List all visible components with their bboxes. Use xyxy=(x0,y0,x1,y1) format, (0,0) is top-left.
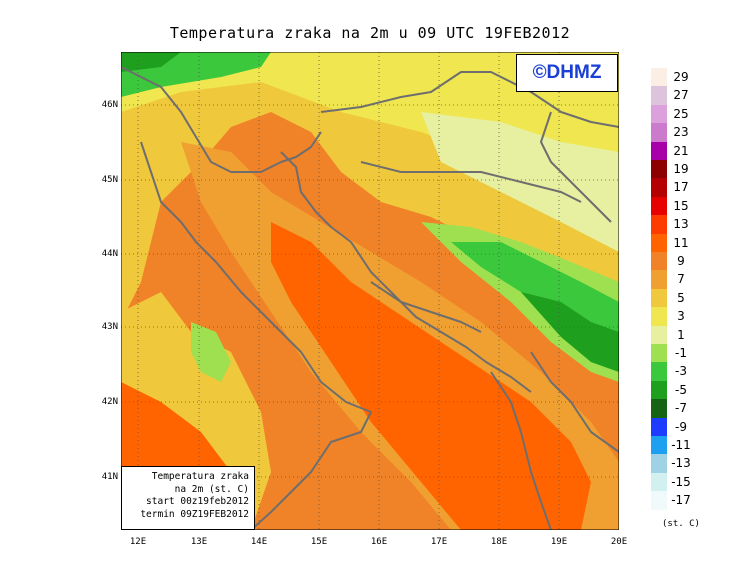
colorbar-swatch xyxy=(651,160,667,179)
colorbar-label: -5 xyxy=(675,382,687,397)
colorbar-label: 5 xyxy=(677,290,685,305)
colorbar-label: 7 xyxy=(677,272,685,287)
colorbar-label: 19 xyxy=(673,162,689,176)
apennine-pale xyxy=(191,322,231,382)
colorbar-swatch xyxy=(651,178,667,198)
colorbar-swatch xyxy=(651,344,667,363)
colorbar-swatch xyxy=(651,104,667,124)
colorbar-swatch xyxy=(651,141,667,161)
colorbar-unit: (st. C) xyxy=(662,519,700,529)
lat-label: 45N xyxy=(101,175,118,185)
land-light-yellow-zone xyxy=(121,52,619,222)
info-line-1: Temperatura zraka xyxy=(151,471,249,482)
colorbar-label: -15 xyxy=(671,474,691,489)
border-line-6 xyxy=(490,371,552,530)
lat-label: 42N xyxy=(101,397,118,407)
info-box: Temperatura zraka na 2m (st. C) start 00… xyxy=(121,466,255,530)
colorbar-swatch xyxy=(651,123,667,143)
colorbar-swatch xyxy=(651,215,667,235)
border-line-2 xyxy=(360,161,582,203)
colorbar-label: 15 xyxy=(673,198,689,213)
italy-coastline xyxy=(121,66,322,173)
colorbar-swatch xyxy=(651,86,667,106)
colorbar-label: 21 xyxy=(673,143,689,158)
colorbar-swatch xyxy=(651,491,667,511)
croatia-coastline xyxy=(280,151,532,393)
colorbar-label: -13 xyxy=(671,456,691,471)
border-line-3 xyxy=(540,111,612,223)
colorbar-label: 11 xyxy=(673,235,689,250)
colorbar-label: 1 xyxy=(677,327,685,342)
colorbar-label: -7 xyxy=(675,401,687,416)
colorbar-label: 25 xyxy=(673,106,689,121)
colorbar-swatch xyxy=(651,270,667,290)
temperature-map xyxy=(121,52,619,530)
colorbar-label: 23 xyxy=(673,125,689,140)
info-line-4: termin 09Z19FEB2012 xyxy=(140,508,249,520)
colorbar-label: 3 xyxy=(677,309,685,324)
border-line-5 xyxy=(530,351,619,453)
lon-label: 20E xyxy=(610,537,628,547)
alps-dark xyxy=(121,52,181,72)
dhmz-credit-logo: ©DHMZ xyxy=(516,54,618,92)
adriatic-core-warm xyxy=(271,222,591,530)
colorbar-swatch xyxy=(651,233,667,253)
colorbar-label: 13 xyxy=(673,217,689,232)
lat-label: 44N xyxy=(101,249,118,259)
colorbar-swatch xyxy=(651,380,667,400)
lon-label: 18E xyxy=(490,537,508,547)
lon-label: 16E xyxy=(370,537,388,547)
colorbar-swatch xyxy=(651,472,667,492)
lat-label: 46N xyxy=(101,100,118,110)
inland-dark-green xyxy=(521,292,619,372)
colorbar-swatch xyxy=(651,362,667,382)
colorbar-label: 17 xyxy=(673,180,689,195)
colorbar-swatch xyxy=(651,252,667,271)
border-line-4 xyxy=(370,281,482,333)
lat-label: 43N xyxy=(101,322,118,332)
map-title: Temperatura zraka na 2m u 09 UTC 19FEB20… xyxy=(169,24,571,42)
colorbar-swatch xyxy=(651,307,667,327)
colorbar-swatch xyxy=(651,399,667,419)
colorbar-label: -17 xyxy=(671,493,691,508)
colorbar-swatch xyxy=(651,454,667,474)
lat-label: 41N xyxy=(101,472,118,482)
colorbar-swatch xyxy=(651,196,667,216)
colorbar-swatch xyxy=(651,436,667,455)
colorbar-label: -9 xyxy=(675,419,687,434)
border-line-1 xyxy=(320,71,619,128)
colorbar-swatch xyxy=(651,68,667,87)
colorbar-label: -11 xyxy=(671,438,691,452)
colorbar-label: 29 xyxy=(673,70,689,84)
lon-label: 15E xyxy=(310,537,328,547)
info-line-2: na 2m (st. C) xyxy=(174,483,249,495)
colorbar-swatch xyxy=(651,325,667,345)
colorbar-label: 9 xyxy=(677,254,685,268)
lon-label: 19E xyxy=(550,537,568,547)
italy-east-coast xyxy=(140,141,372,530)
lon-label: 14E xyxy=(250,537,268,547)
info-line-3: start 00z19feb2012 xyxy=(146,496,249,507)
colorbar-label: -3 xyxy=(675,364,687,379)
lon-label: 12E xyxy=(129,537,147,547)
colorbar-label: -1 xyxy=(675,346,687,360)
lon-label: 17E xyxy=(430,537,448,547)
colorbar-swatch xyxy=(651,288,667,308)
lon-label: 13E xyxy=(190,537,208,547)
colorbar-label: 27 xyxy=(673,88,689,103)
colorbar-swatch xyxy=(651,417,667,437)
